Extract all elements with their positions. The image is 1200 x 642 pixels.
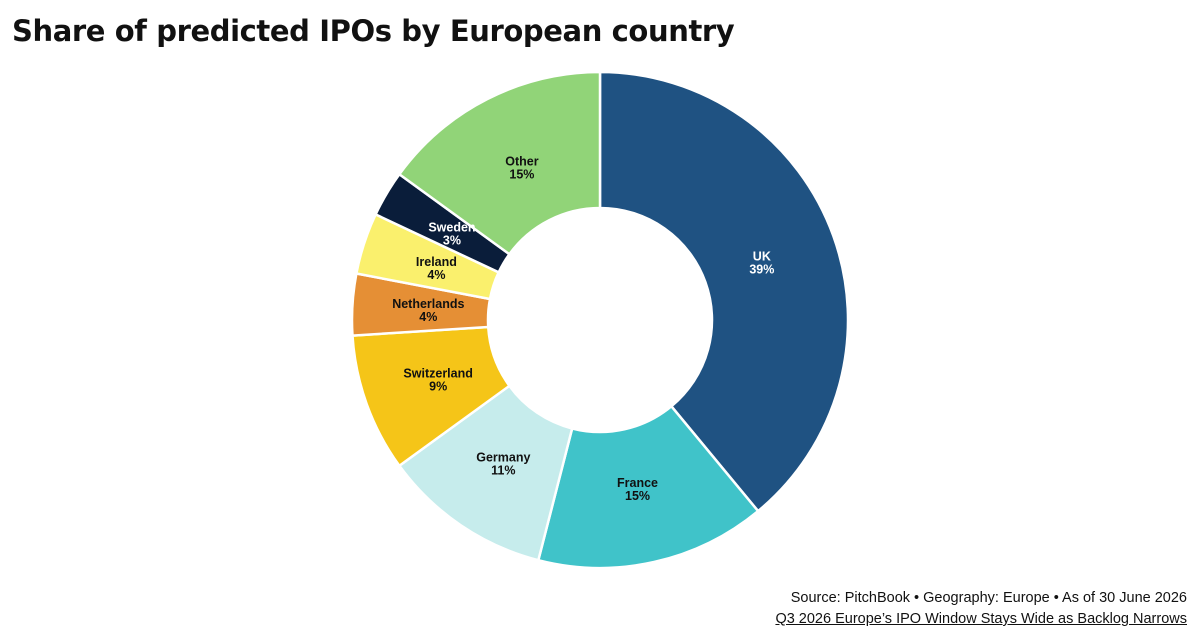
label-netherlands-name: Netherlands <box>392 297 464 311</box>
chart-title: Share of predicted IPOs by European coun… <box>12 14 735 48</box>
label-uk-value: 39% <box>749 263 774 277</box>
label-germany-value: 11% <box>491 463 515 477</box>
label-switzerland-value: 9% <box>429 379 447 393</box>
donut-labels: UK39%France15%Germany11%Switzerland9%Net… <box>392 155 774 503</box>
label-switzerland-name: Switzerland <box>403 366 472 380</box>
slice-germany <box>398 384 574 562</box>
donut-slices <box>350 70 850 570</box>
slice-uk <box>598 70 850 513</box>
label-uk-name: UK <box>753 250 771 264</box>
label-germany-name: Germany <box>476 450 530 464</box>
label-netherlands-value: 4% <box>419 310 437 324</box>
label-other-value: 15% <box>509 168 534 182</box>
label-france-name: France <box>617 476 658 490</box>
label-france-value: 15% <box>625 489 650 503</box>
source-note: Source: PitchBook • Geography: Europe • … <box>790 590 1187 606</box>
slice-france <box>537 405 760 570</box>
label-sweden-value: 3% <box>443 233 461 247</box>
label-ireland-value: 4% <box>427 268 445 282</box>
label-sweden-name: Sweden <box>428 220 475 234</box>
slice-other <box>398 70 602 256</box>
label-other-name: Other <box>505 155 538 169</box>
chart-footer: Source: PitchBook • Geography: Europe • … <box>775 588 1187 630</box>
label-ireland-name: Ireland <box>416 255 457 269</box>
report-link[interactable]: Q3 2026 Europe’s IPO Window Stays Wide a… <box>775 611 1187 627</box>
